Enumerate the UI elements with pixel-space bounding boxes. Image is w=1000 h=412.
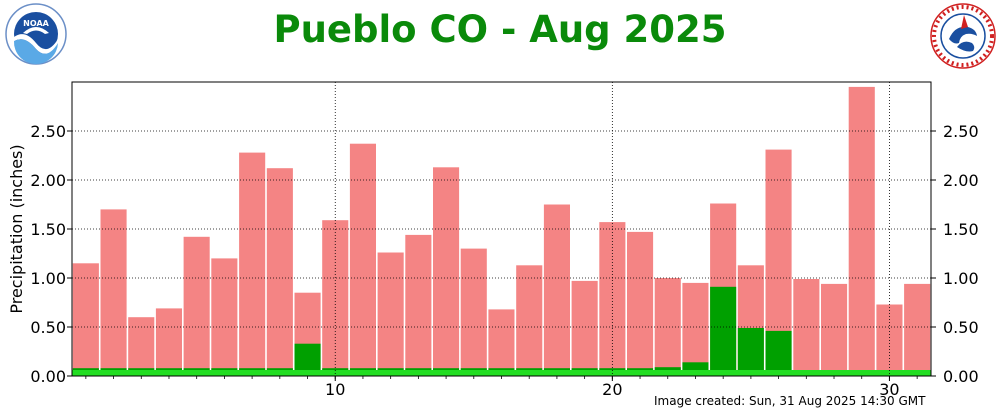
x-tick-label-30: 30: [879, 380, 899, 399]
normal-bar-day-6: [211, 258, 238, 376]
normal-bar-day-15: [460, 248, 487, 376]
normal-bar-day-16: [488, 309, 515, 376]
normal-bar-day-1: [72, 263, 99, 376]
normal-bar-day-23: [682, 282, 709, 376]
y-tick-label-right-1: 0.50: [943, 318, 979, 337]
normal-bar-day-31: [904, 283, 931, 376]
normal-bar-day-29: [848, 86, 875, 377]
image-created-note: Image created: Sun, 31 Aug 2025 14:30 GM…: [654, 394, 926, 408]
normal-bar-day-7: [239, 152, 266, 376]
normal-bar-day-28: [821, 283, 848, 376]
grid-layer: [72, 82, 931, 376]
y-tick-label-right-4: 2.00: [943, 171, 979, 190]
normal-bar-day-13: [405, 234, 432, 376]
y-tick-label-right-3: 1.50: [943, 220, 979, 239]
normal-bar-day-2: [100, 209, 127, 376]
normal-bar-day-21: [627, 231, 654, 376]
normal-bar-day-5: [183, 236, 210, 376]
normal-bar-day-14: [433, 167, 460, 376]
y-tick-label-left-4: 2.00: [30, 171, 66, 190]
normal-bar-day-12: [377, 252, 404, 376]
observed-bar-day-24: [710, 286, 737, 376]
y-tick-label-left-5: 2.50: [30, 122, 66, 141]
y-tick-label-right-2: 1.00: [943, 269, 979, 288]
chart-title: Pueblo CO - Aug 2025: [273, 8, 727, 51]
normal-bar-day-4: [155, 308, 182, 376]
normal-bar-day-22: [654, 278, 681, 376]
normal-bar-day-11: [349, 143, 376, 376]
y-axis-label: Precipitation (inches): [7, 144, 26, 313]
observed-bar-day-25: [737, 328, 764, 376]
normal-bar-day-3: [128, 317, 155, 376]
y-tick-label-left-3: 1.50: [30, 220, 66, 239]
y-tick-label-right-5: 2.50: [943, 122, 979, 141]
noaa-logo: NOAA: [5, 3, 67, 65]
bars-layer: [72, 86, 931, 377]
observed-bar-day-26: [765, 330, 792, 376]
y-tick-label-left-1: 0.50: [30, 318, 66, 337]
normal-bar-day-17: [516, 265, 543, 376]
nws-logo: [930, 3, 996, 69]
normal-bar-day-19: [571, 280, 598, 376]
x-tick-label-20: 20: [602, 380, 622, 399]
ticks-layer: 10 20 30 0.00 0.00 0.50 0.50 1.00 1.00 1.50 1.50 2.…: [30, 122, 978, 399]
y-tick-label-right-0: 0.00: [943, 367, 979, 386]
normal-bar-day-27: [793, 279, 820, 376]
y-tick-label-left-2: 1.00: [30, 269, 66, 288]
x-tick-label-10: 10: [325, 380, 345, 399]
y-tick-label-left-0: 0.00: [30, 367, 66, 386]
normal-bar-day-8: [266, 168, 293, 376]
svg-text:NOAA: NOAA: [23, 19, 49, 28]
normal-bar-day-18: [543, 204, 570, 376]
baseline-strip: [72, 370, 931, 376]
